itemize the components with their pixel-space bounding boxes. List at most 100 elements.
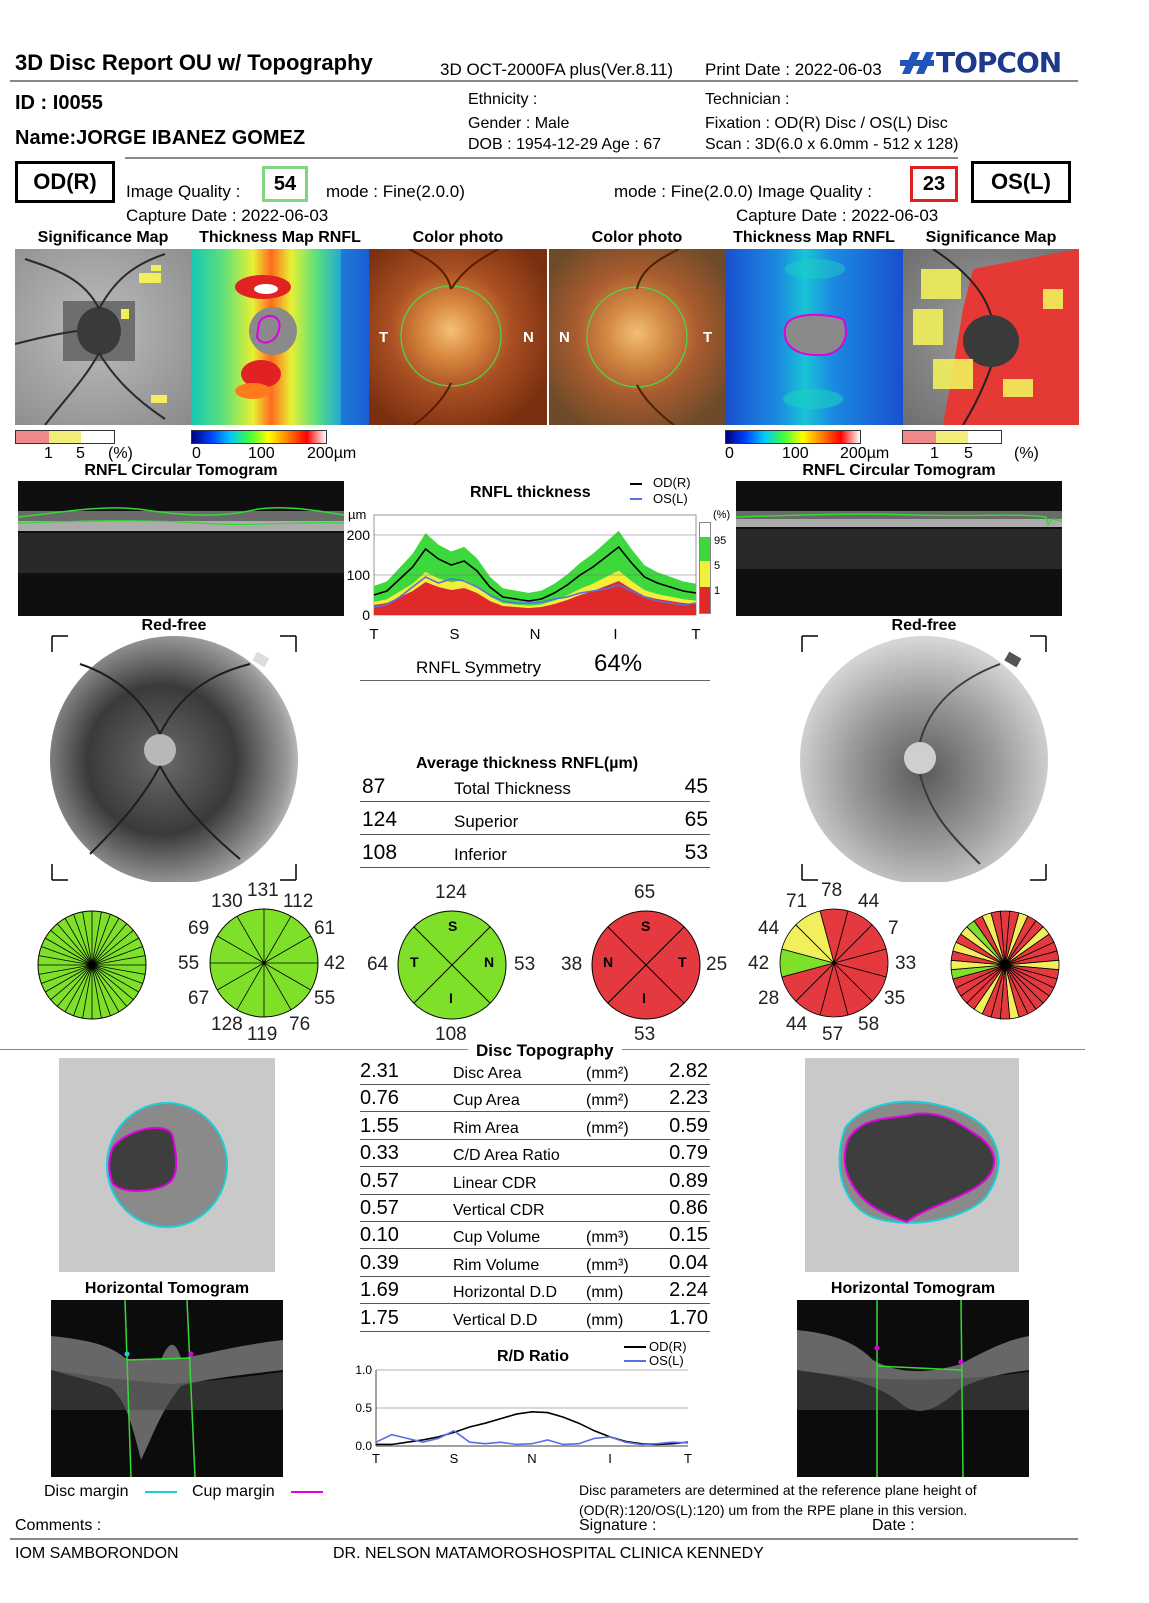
os-clock-11: 71 bbox=[786, 891, 808, 912]
od-clock-2: 61 bbox=[314, 918, 336, 939]
rnfl-legend-os-swatch bbox=[630, 498, 642, 500]
avg-total-os: 45 bbox=[684, 775, 708, 798]
os-thick-legend-0: 0 bbox=[725, 445, 734, 462]
rnfl-pct-5: 5 bbox=[714, 560, 721, 572]
avg-superior-os: 65 bbox=[684, 808, 708, 831]
rnfl-series-od bbox=[373, 545, 697, 602]
rd-y-tick: 0.0 bbox=[355, 1439, 372, 1453]
rd-legend-od-swatch bbox=[624, 1346, 646, 1348]
topo-row: 1.75 Vertical D.D (mm) 1.70 bbox=[360, 1305, 710, 1332]
sector-divider bbox=[64, 964, 93, 1012]
topo-od-value: 0.57 bbox=[360, 1169, 399, 1192]
os-clock-3: 33 bbox=[895, 953, 917, 974]
sector-divider bbox=[236, 962, 265, 1010]
topo-os-value: 0.89 bbox=[669, 1169, 708, 1192]
sector-divider bbox=[263, 962, 311, 991]
sector-divider bbox=[91, 964, 143, 984]
topo-param-label: Vertical CDR bbox=[453, 1202, 545, 1219]
rd-series-os bbox=[375, 1429, 689, 1446]
od-clock-5: 76 bbox=[289, 1014, 311, 1035]
sector-divider bbox=[82, 911, 93, 966]
sector-divider bbox=[73, 914, 93, 966]
rnfl-pct-label: (%) bbox=[713, 509, 731, 521]
topo-os-value: 0.79 bbox=[669, 1142, 708, 1165]
os-disc-topography bbox=[805, 1058, 1019, 1272]
topo-row: 0.76 Cup Area (mm²) 2.23 bbox=[360, 1085, 710, 1113]
rd-x-tick: T bbox=[684, 1451, 692, 1466]
topo-unit: (mm²) bbox=[586, 1092, 629, 1110]
avg-total-label: Total Thickness bbox=[454, 779, 571, 798]
rd-ratio-chart: 0.0 0.5 1.0 T S N I T bbox=[355, 1363, 692, 1466]
os-quad-right-val: 25 bbox=[706, 954, 728, 975]
os-circular-tomogram bbox=[736, 481, 1062, 616]
print-date: Print Date : 2022-06-03 bbox=[705, 60, 882, 79]
rd-x-tick: I bbox=[608, 1451, 612, 1466]
topo-od-value: 2.31 bbox=[360, 1060, 399, 1082]
os-thickness-map bbox=[725, 249, 903, 425]
od-sig-map-caption: Significance Map bbox=[37, 229, 169, 246]
rd-x-tick: N bbox=[527, 1451, 536, 1466]
rnfl-x-tick: N bbox=[530, 626, 541, 643]
od-label: OD(R) bbox=[15, 161, 115, 203]
os-redfree-image bbox=[800, 634, 1048, 882]
os-thick-map-caption: Thickness Map RNFL bbox=[733, 229, 895, 246]
sector-divider bbox=[91, 964, 139, 993]
date-label: Date : bbox=[872, 1517, 915, 1534]
fixation: Fixation : OD(R) Disc / OS(L) Disc bbox=[705, 115, 948, 132]
topo-param-label: Rim Area bbox=[453, 1119, 519, 1137]
os-clock-12: 78 bbox=[821, 880, 843, 901]
cup-margin-swatch bbox=[291, 1491, 323, 1493]
avg-row-total: 87 Total Thickness 45 bbox=[360, 772, 710, 802]
os-color-photo: N T bbox=[549, 249, 725, 425]
sector-divider bbox=[64, 918, 93, 966]
od-clock-9: 55 bbox=[178, 953, 200, 974]
sector-divider bbox=[263, 962, 292, 1010]
rnfl-chart-title: RNFL thickness bbox=[470, 484, 591, 501]
od-clock-1: 112 bbox=[283, 891, 314, 912]
topo-row: 0.33 C/D Area Ratio 0.79 bbox=[360, 1140, 710, 1168]
rnfl-symmetry-label: RNFL Symmetry bbox=[416, 658, 541, 677]
os-quadrant-chart bbox=[591, 910, 701, 1020]
patient-name: Name:JORGE IBANEZ GOMEZ bbox=[15, 127, 306, 149]
rd-legend-os-swatch bbox=[624, 1360, 646, 1362]
topcon-logo-icon bbox=[900, 51, 934, 74]
od-clock-3: 42 bbox=[324, 953, 346, 974]
os-clock-4: 35 bbox=[884, 988, 906, 1009]
sector-divider bbox=[91, 929, 134, 966]
topo-os-value: 0.86 bbox=[669, 1197, 708, 1219]
sector-divider bbox=[91, 946, 143, 966]
rnfl-symmetry-value: 64% bbox=[594, 650, 643, 677]
od-disc-topography bbox=[59, 1058, 275, 1272]
topo-unit: (mm²) bbox=[586, 1119, 629, 1137]
os-clock-1: 44 bbox=[858, 891, 880, 912]
report-title: 3D Disc Report OU w/ Topography bbox=[15, 50, 373, 75]
rd-chart-title: R/D Ratio bbox=[497, 1348, 569, 1365]
signature-label: Signature : bbox=[579, 1517, 657, 1534]
os-sig-legend-bar bbox=[902, 430, 1002, 444]
topcon-logo: TOPCON bbox=[898, 46, 1062, 79]
od-quad-i: I bbox=[449, 990, 453, 1006]
footer-site: IOM SAMBORONDON bbox=[15, 1545, 179, 1562]
rnfl-y-tick: 200 bbox=[347, 527, 371, 543]
os-color-photo-caption: Color photo bbox=[591, 229, 683, 246]
sector-divider bbox=[38, 955, 93, 966]
technician: Technician : bbox=[705, 91, 790, 108]
od-color-photo-caption: Color photo bbox=[412, 229, 504, 246]
rnfl-y-tick: 0 bbox=[362, 607, 370, 623]
od-thick-map-caption: Thickness Map RNFL bbox=[199, 229, 361, 246]
os-clock-5: 58 bbox=[858, 1014, 880, 1035]
sector-divider bbox=[45, 937, 93, 966]
sector-divider bbox=[91, 923, 128, 966]
sector-divider bbox=[50, 929, 93, 966]
sector-divider bbox=[91, 964, 120, 1012]
avg-inferior-label: Inferior bbox=[454, 845, 507, 864]
sector-divider bbox=[38, 964, 93, 975]
topo-unit: (mm²) bbox=[586, 1065, 629, 1082]
od-significance-map bbox=[15, 249, 191, 425]
od-horiz-tomo-title: Horizontal Tomogram bbox=[84, 1280, 250, 1297]
os-photo-n-label: N bbox=[559, 329, 570, 346]
od-circular-tomogram bbox=[18, 481, 344, 616]
os-quad-i: I bbox=[642, 990, 646, 1006]
od-color-photo: T N bbox=[369, 249, 547, 425]
od-thick-legend-0: 0 bbox=[192, 445, 201, 462]
